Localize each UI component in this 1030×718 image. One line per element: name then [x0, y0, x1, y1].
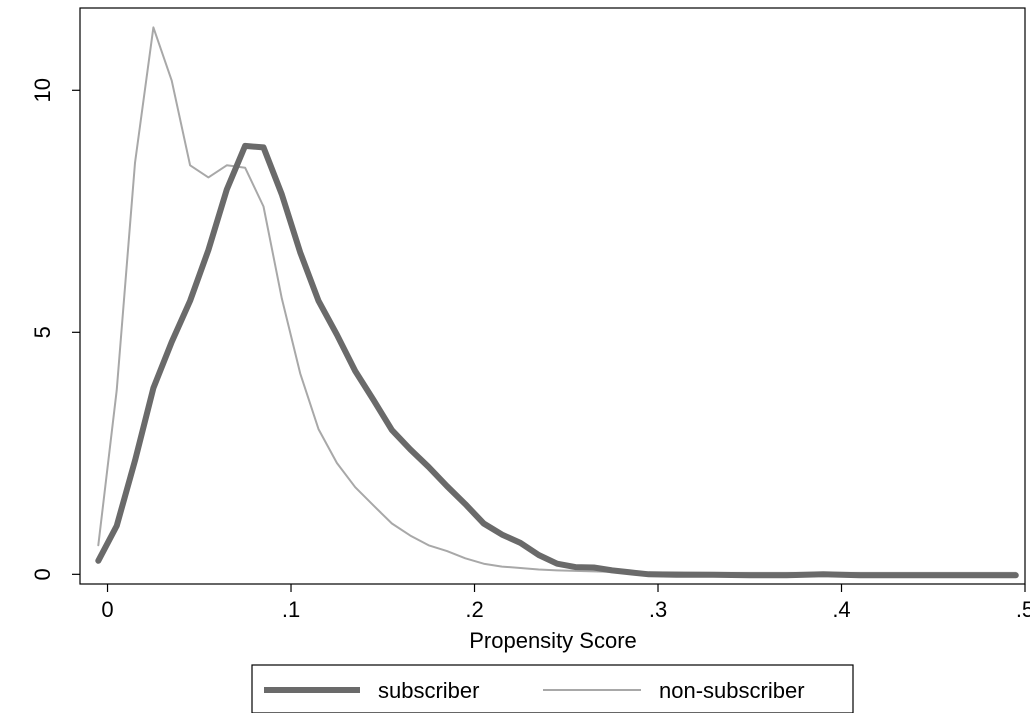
legend: subscriber non-subscriber — [251, 664, 854, 714]
x-axis-label: Propensity Score — [469, 628, 637, 653]
legend-label-subscriber: subscriber — [378, 678, 479, 703]
legend-label-non-subscriber: non-subscriber — [659, 678, 805, 703]
x-tick-label: .4 — [832, 597, 850, 622]
x-tick-label: .5 — [1016, 597, 1030, 622]
series-line-subscriber — [95, 142, 1019, 579]
y-tick-label: 10 — [30, 78, 55, 102]
y-tick-label: 0 — [30, 568, 55, 580]
x-tick-label: .1 — [282, 597, 300, 622]
x-tick-label: .3 — [649, 597, 667, 622]
series-layer — [95, 26, 1019, 579]
x-tick-label: 0 — [101, 597, 113, 622]
plot-frame — [79, 7, 1026, 585]
x-tick-label: .2 — [465, 597, 483, 622]
y-tick-label: 5 — [30, 326, 55, 338]
axes: 0 .1 .2 .3 .4 .5 0 5 10 — [30, 7, 1030, 622]
